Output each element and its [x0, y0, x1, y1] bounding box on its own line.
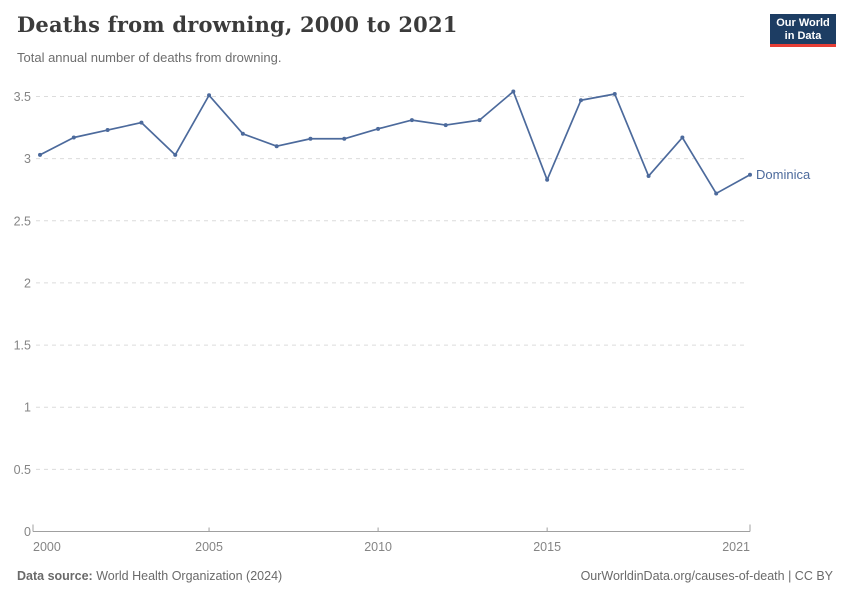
data-point	[477, 118, 482, 123]
data-point	[139, 120, 144, 125]
data-point	[612, 92, 617, 97]
data-point	[207, 93, 212, 98]
owid-logo[interactable]: Our World in Data	[770, 14, 836, 47]
data-source-label: Data source:	[17, 569, 93, 583]
data-point	[308, 136, 313, 141]
y-tick-label: 2.5	[14, 214, 31, 228]
data-point	[376, 126, 381, 131]
data-point	[240, 131, 245, 136]
data-point	[173, 152, 178, 157]
data-point	[748, 172, 752, 177]
data-source-value: World Health Organization (2024)	[92, 569, 283, 583]
data-point	[443, 123, 448, 128]
y-tick-label: 3	[24, 152, 31, 166]
data-point	[105, 128, 110, 133]
x-tick-label: 2021	[722, 540, 750, 554]
chart-footer: Data source: World Health Organization (…	[17, 569, 833, 583]
y-tick-label: 1.5	[14, 339, 31, 353]
owid-logo-line1: Our World	[776, 17, 830, 29]
chart-subtitle: Total annual number of deaths from drown…	[17, 50, 282, 65]
data-point	[342, 136, 347, 141]
data-point	[274, 144, 279, 149]
data-point	[578, 98, 583, 103]
y-tick-label: 1	[24, 401, 31, 415]
y-tick-label: 2	[24, 276, 31, 290]
x-tick-label: 2010	[364, 540, 392, 554]
y-tick-label: 3.5	[14, 90, 31, 104]
data-point	[714, 191, 719, 196]
data-point	[680, 135, 685, 140]
x-tick-label: 2015	[533, 540, 561, 554]
x-tick-label: 2000	[33, 540, 61, 554]
data-point	[38, 152, 42, 157]
data-point	[409, 118, 414, 123]
owid-logo-line2: in Data	[784, 30, 822, 42]
series-line	[39, 90, 751, 195]
credit-link[interactable]: OurWorldinData.org/causes-of-death | CC …	[580, 569, 833, 583]
y-tick-label: 0	[24, 525, 31, 539]
data-point	[511, 89, 516, 94]
data-point	[646, 174, 651, 179]
x-tick-label: 2005	[195, 540, 223, 554]
page-title: Deaths from drowning, 2000 to 2021	[17, 12, 458, 37]
data-source-note: Data source: World Health Organization (…	[17, 569, 282, 583]
data-point	[71, 135, 76, 140]
y-tick-label: 0.5	[14, 463, 31, 477]
series-label-dominica[interactable]: Dominica	[756, 167, 811, 183]
data-point	[545, 177, 550, 182]
